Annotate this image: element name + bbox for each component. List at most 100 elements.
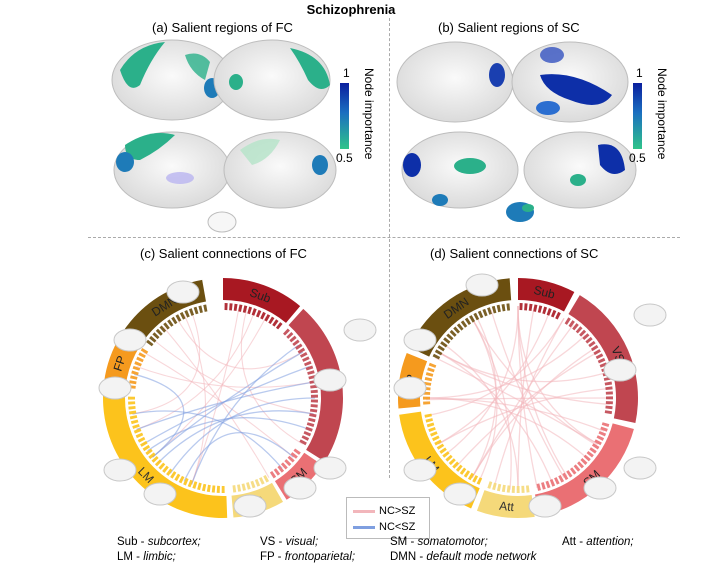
node-tick — [424, 376, 433, 382]
node-tick — [233, 303, 238, 312]
node-tick — [138, 352, 146, 359]
network-arc-sm — [535, 423, 634, 517]
node-tick — [582, 333, 590, 341]
node-tick — [303, 430, 312, 437]
node-tick — [232, 485, 237, 493]
node-tick — [140, 440, 148, 447]
node-tick — [492, 482, 497, 491]
colorbar-sc-label: Node importance — [655, 68, 669, 160]
node-tick — [511, 485, 515, 493]
node-tick — [524, 303, 528, 311]
colorbar-fc-max: 1 — [343, 66, 350, 80]
node-tick — [605, 405, 613, 410]
node-tick — [132, 365, 141, 371]
node-tick — [439, 447, 447, 454]
node-tick — [432, 353, 441, 360]
node-tick — [437, 345, 445, 352]
node-tick — [432, 435, 440, 442]
node-tick — [506, 303, 511, 311]
node-tick — [426, 422, 435, 428]
node-tick — [255, 309, 262, 318]
node-tick — [569, 467, 577, 475]
node-tick — [430, 431, 438, 437]
colorbar-sc-max: 1 — [636, 66, 643, 80]
node-tick — [605, 391, 613, 395]
node-tick — [452, 461, 460, 469]
node-tick — [434, 439, 442, 446]
node-tick — [516, 485, 520, 494]
vertical-divider — [389, 18, 390, 478]
node-tick — [128, 396, 136, 400]
node-tick — [600, 426, 608, 432]
connection-link — [438, 351, 554, 484]
network-arc-sub — [223, 278, 301, 323]
node-tick — [541, 482, 546, 490]
node-tick — [292, 339, 300, 347]
abbr-dmn: DMN - default mode network — [390, 551, 537, 563]
thumbnail-brain — [233, 494, 267, 518]
node-tick — [229, 303, 233, 311]
node-tick — [427, 367, 435, 373]
colorbar-fc-min: 0.5 — [336, 151, 353, 165]
node-tick — [309, 408, 318, 413]
node-tick — [467, 472, 474, 481]
brain-sc-cerebellum — [506, 202, 534, 222]
node-tick — [525, 485, 530, 493]
node-tick — [237, 484, 242, 492]
node-tick — [149, 335, 157, 343]
node-tick — [131, 370, 139, 376]
node-tick — [310, 404, 318, 408]
node-tick — [585, 336, 593, 344]
node-tick — [263, 474, 270, 483]
abbr-sub: Sub - subcortex; — [117, 536, 201, 548]
node-tick — [283, 328, 290, 336]
node-tick — [310, 394, 318, 398]
brain-sc-left-medial — [401, 131, 519, 209]
node-tick — [573, 464, 581, 472]
node-tick — [305, 426, 313, 432]
node-tick — [546, 308, 552, 316]
node-tick — [146, 339, 154, 347]
thumbnail-brain — [623, 456, 657, 480]
connection-link — [425, 397, 588, 459]
node-tick — [293, 448, 301, 455]
connection-link — [443, 343, 519, 491]
node-tick — [423, 401, 431, 405]
node-tick — [136, 356, 144, 363]
node-tick — [299, 351, 308, 358]
node-tick — [476, 477, 483, 485]
node-tick — [155, 328, 163, 336]
node-tick — [496, 304, 501, 313]
node-tick — [221, 485, 225, 494]
node-tick — [238, 304, 243, 312]
node-tick — [575, 326, 583, 334]
node-tick — [307, 370, 315, 375]
node-tick — [593, 349, 601, 356]
network-thumbnails — [98, 273, 667, 518]
panel-b-title: (b) Salient regions of SC — [438, 20, 580, 35]
node-tick — [562, 472, 569, 481]
node-tick — [305, 365, 314, 371]
node-tick — [268, 316, 275, 325]
thumbnail-brain — [465, 273, 499, 297]
abbr-vs: VS - visual; — [260, 536, 319, 548]
node-tick — [591, 443, 600, 450]
node-tick — [129, 415, 138, 420]
node-tick — [188, 308, 195, 316]
node-tick — [440, 341, 448, 348]
connection-link — [176, 318, 303, 370]
node-tick — [251, 308, 257, 316]
node-tick — [549, 479, 556, 487]
node-tick — [460, 320, 468, 328]
node-tick — [469, 315, 476, 323]
brain-fc-left-medial — [113, 131, 231, 209]
node-tick — [589, 447, 597, 454]
thumbnail-brain — [583, 476, 617, 500]
node-tick — [129, 380, 137, 385]
connection-link — [240, 308, 303, 445]
node-tick — [242, 305, 248, 313]
node-tick — [264, 314, 271, 322]
node-tick — [521, 485, 525, 493]
connection-link — [471, 347, 596, 478]
node-tick — [302, 356, 310, 362]
